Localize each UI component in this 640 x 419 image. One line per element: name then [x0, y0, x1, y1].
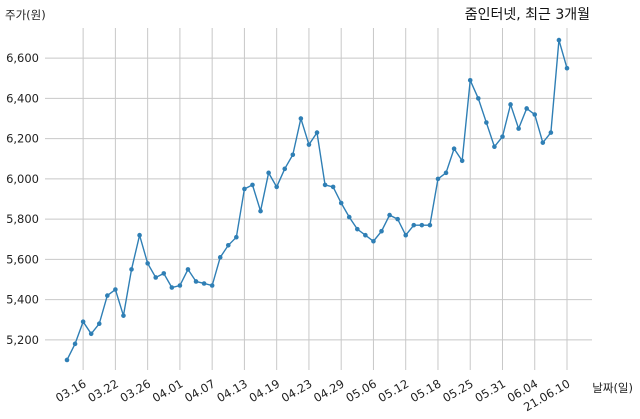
x-tick-label: 04.01 — [150, 376, 186, 405]
data-point — [153, 275, 159, 280]
data-point — [169, 285, 175, 290]
data-point — [363, 232, 368, 238]
data-point — [225, 242, 231, 248]
data-point — [209, 283, 215, 288]
data-point — [217, 255, 223, 260]
data-point — [556, 37, 562, 43]
data-point — [314, 130, 320, 135]
data-point — [113, 287, 118, 292]
data-point — [129, 267, 134, 272]
data-point — [290, 152, 296, 158]
data-point — [548, 130, 554, 135]
data-point — [201, 281, 207, 286]
y-tick-label: 5,200 — [6, 333, 39, 347]
data-point — [258, 208, 263, 214]
data-point — [500, 134, 505, 139]
series — [64, 37, 570, 363]
x-tick-label: 03.16 — [53, 376, 89, 405]
data-point — [371, 238, 376, 244]
data-point — [492, 144, 497, 149]
data-point — [443, 170, 449, 176]
y-tick-label: 6,000 — [6, 172, 39, 186]
data-point — [395, 216, 400, 222]
data-point — [532, 112, 538, 117]
y-tick-label: 6,600 — [6, 51, 39, 65]
x-tick-label: 03.22 — [85, 376, 121, 405]
data-point — [540, 140, 546, 145]
x-tick-label: 04.23 — [279, 376, 315, 405]
data-point — [266, 170, 271, 176]
data-point — [484, 120, 489, 125]
data-point — [306, 142, 312, 147]
x-tick-label: 05.31 — [472, 376, 508, 405]
data-point — [451, 146, 457, 152]
data-point — [387, 212, 392, 218]
data-point — [435, 176, 441, 182]
x-tick-label: 04.29 — [311, 376, 347, 405]
data-point — [72, 341, 78, 347]
data-point — [177, 283, 183, 288]
grid — [45, 28, 592, 370]
data-point — [508, 102, 513, 107]
data-point — [105, 293, 110, 298]
data-point — [427, 222, 433, 228]
data-point — [419, 222, 425, 228]
data-point — [322, 182, 328, 188]
data-point — [161, 271, 167, 276]
y-tick-label: 5,400 — [6, 293, 39, 307]
data-point — [250, 182, 255, 188]
y-tick-label: 6,200 — [6, 132, 39, 146]
data-point — [121, 313, 126, 318]
series-line — [66, 39, 568, 361]
data-point — [346, 214, 352, 220]
data-point — [298, 116, 304, 121]
data-point — [137, 232, 142, 238]
data-point — [459, 158, 465, 164]
data-point — [475, 96, 481, 101]
data-point — [145, 261, 150, 266]
data-point — [355, 226, 360, 232]
chart-title: 줌인터넷, 최근 3개월 — [465, 7, 590, 23]
data-point — [330, 184, 336, 190]
x-tick-label: 05.12 — [376, 376, 412, 405]
data-point — [379, 228, 384, 234]
x-tick-label: 05.06 — [343, 376, 379, 405]
data-point — [193, 279, 199, 284]
data-point — [96, 321, 102, 327]
data-point — [185, 267, 191, 272]
x-tick-label: 05.18 — [408, 376, 444, 405]
data-point — [564, 65, 570, 71]
y-axis-ticks: 5,200 5,400 5,600 5,800 6,000 6,200 6,400 6,600 — [6, 51, 39, 347]
data-point — [274, 184, 279, 190]
x-tick-label: 05.25 — [440, 376, 476, 405]
x-tick-label: 04.13 — [214, 376, 250, 405]
data-point — [282, 166, 288, 172]
x-tick-label: 03.26 — [118, 376, 154, 405]
x-axis-label: 날짜(일) — [592, 381, 633, 395]
x-tick-label: 04.07 — [182, 376, 218, 405]
data-point — [64, 357, 70, 363]
data-point — [234, 234, 239, 240]
data-point — [524, 106, 529, 111]
data-point — [403, 232, 409, 238]
data-point — [242, 186, 247, 192]
data-point — [411, 222, 417, 228]
data-point — [516, 126, 521, 131]
y-tick-label: 6,400 — [6, 91, 39, 105]
data-point — [338, 200, 344, 206]
y-tick-label: 5,600 — [6, 252, 39, 266]
data-point — [467, 78, 473, 83]
data-point — [80, 319, 86, 325]
y-tick-label: 5,800 — [6, 212, 39, 226]
x-axis-ticks: 03.1603.2203.2604.0104.0704.1304.1904.23… — [53, 376, 572, 414]
x-tick-label: 04.19 — [247, 376, 283, 405]
data-point — [88, 331, 94, 337]
y-axis-label: 주가(원) — [5, 8, 46, 22]
